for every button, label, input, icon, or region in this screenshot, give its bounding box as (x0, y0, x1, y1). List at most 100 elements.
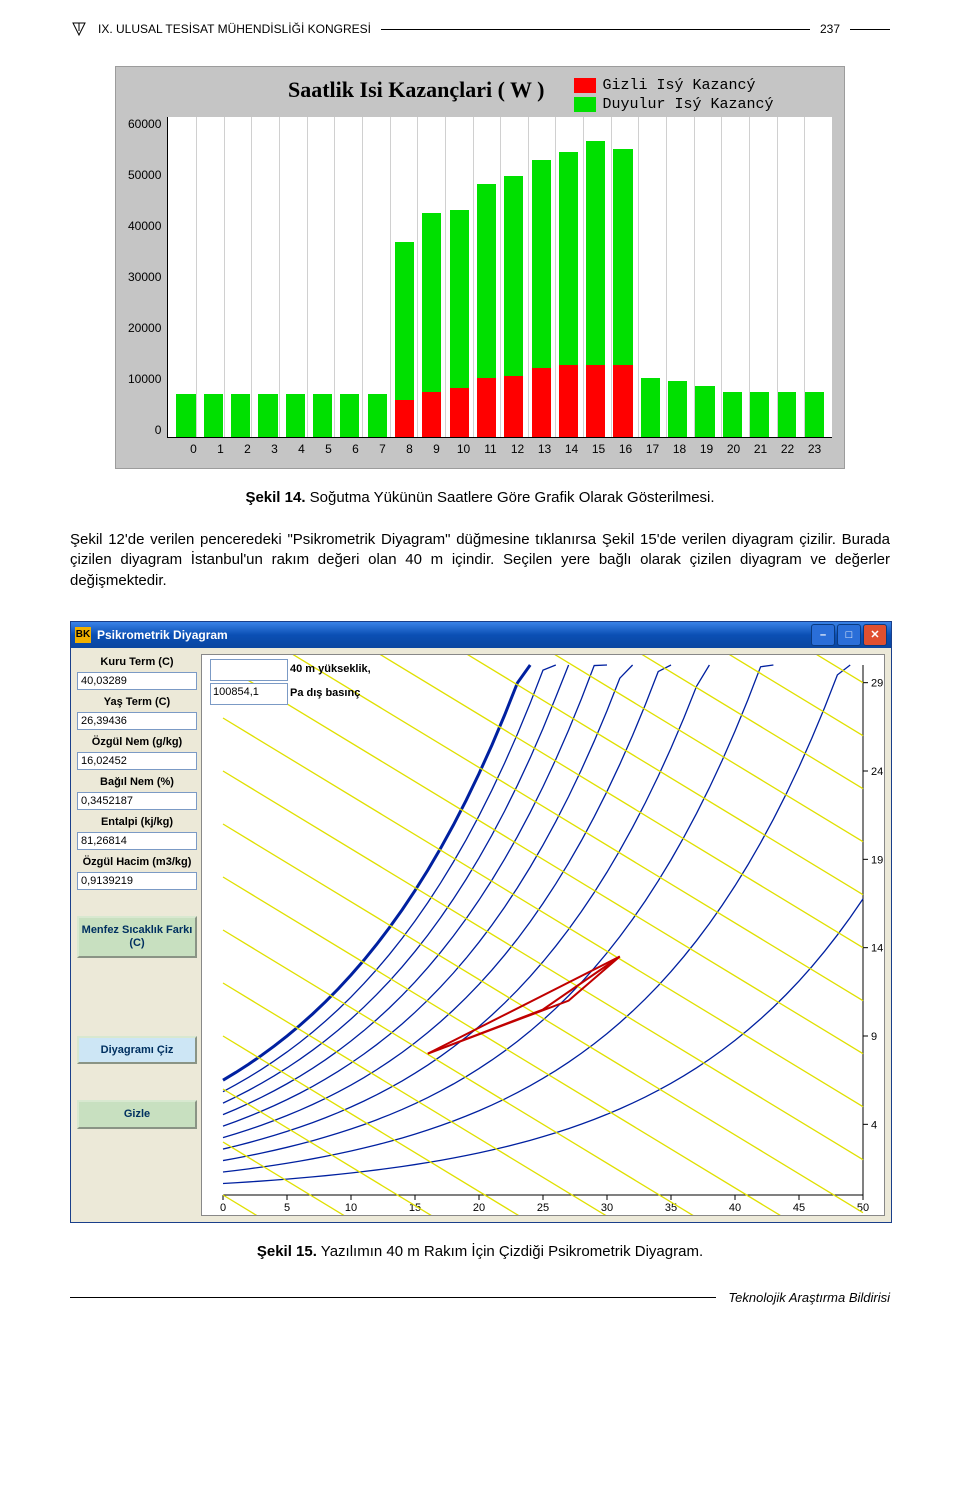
bar (527, 117, 554, 437)
pressure-label: Pa dış basınç (290, 687, 360, 699)
window-title: Psikrometrik Diyagram (97, 628, 228, 642)
app-icon: BK (75, 627, 91, 643)
x-tick: 11 (477, 442, 504, 456)
svg-text:35: 35 (665, 1202, 677, 1214)
x-tick: 16 (612, 442, 639, 456)
bar (364, 117, 391, 437)
elevation-box (210, 659, 288, 681)
field-value[interactable] (77, 872, 197, 890)
x-tick: 8 (396, 442, 423, 456)
x-tick: 22 (774, 442, 801, 456)
bar (282, 117, 309, 437)
psychrometric-chart[interactable]: 40 m yükseklik, 100854,1 Pa dış basınç 0… (201, 654, 885, 1216)
draw-button[interactable]: Diyagramı Çiz (77, 1036, 197, 1065)
x-tick: 2 (234, 442, 261, 456)
plot-area (167, 117, 832, 438)
chart-legend: Gizli Isý Kazancý Duyulur Isý Kazancý (574, 77, 773, 113)
svg-text:40: 40 (729, 1202, 741, 1214)
bar (473, 117, 500, 437)
maximize-button[interactable]: □ (837, 624, 861, 646)
page-footer: Teknolojik Araştırma Bildirisi (70, 1290, 890, 1305)
x-tick: 13 (531, 442, 558, 456)
x-tick: 18 (666, 442, 693, 456)
window-titlebar[interactable]: BK Psikrometrik Diyagram – □ ✕ (71, 622, 891, 648)
chart-title: Saatlik Isi Kazançlari ( W ) (288, 77, 544, 103)
menfez-button[interactable]: Menfez Sıcaklık Farkı (C) (77, 916, 197, 957)
sidebar: Kuru Term (C)Yaş Term (C)Özgül Nem (g/kg… (77, 654, 197, 1216)
svg-text:4: 4 (871, 1119, 877, 1131)
x-axis: 01234567891011121314151617181920212223 (176, 438, 832, 456)
field-label: Yaş Term (C) (77, 696, 197, 708)
field-value[interactable] (77, 672, 197, 690)
y-tick: 40000 (128, 219, 161, 233)
x-tick: 14 (558, 442, 585, 456)
svg-text:14: 14 (871, 942, 883, 954)
body-paragraph: Şekil 12'de verilen penceredeki "Psikrom… (70, 530, 890, 591)
x-tick: 0 (180, 442, 207, 456)
y-tick: 30000 (128, 270, 161, 284)
psy-svg: 051015202530354045504914192429 (202, 655, 884, 1215)
field-value[interactable] (77, 792, 197, 810)
x-tick: 10 (450, 442, 477, 456)
x-tick: 5 (315, 442, 342, 456)
elevation-label: 40 m yükseklik, (290, 663, 371, 675)
bar-chart-frame: Saatlik Isi Kazançlari ( W ) Gizli Isý K… (115, 66, 845, 469)
svg-text:10: 10 (345, 1202, 357, 1214)
field-value[interactable] (77, 712, 197, 730)
footer-rule (70, 1297, 716, 1298)
logo-icon (70, 20, 88, 38)
minimize-button[interactable]: – (811, 624, 835, 646)
y-tick: 0 (155, 423, 162, 437)
bar (391, 117, 418, 437)
bar (500, 117, 527, 437)
header-rule (381, 29, 810, 30)
x-tick: 23 (801, 442, 828, 456)
svg-text:29: 29 (871, 677, 883, 689)
svg-text:45: 45 (793, 1202, 805, 1214)
hide-button[interactable]: Gizle (77, 1100, 197, 1129)
footer-text: Teknolojik Araştırma Bildirisi (728, 1290, 890, 1305)
y-axis: 6000050000400003000020000100000 (128, 117, 167, 437)
svg-text:9: 9 (871, 1031, 877, 1043)
x-tick: 3 (261, 442, 288, 456)
legend-swatch (574, 97, 596, 112)
svg-text:25: 25 (537, 1202, 549, 1214)
x-tick: 20 (720, 442, 747, 456)
y-tick: 10000 (128, 372, 161, 386)
x-tick: 1 (207, 442, 234, 456)
page-number: 237 (820, 22, 840, 36)
svg-text:0: 0 (220, 1202, 226, 1214)
header-rule-right (850, 29, 890, 30)
svg-text:30: 30 (601, 1202, 613, 1214)
legend-item: Duyulur Isý Kazancý (574, 96, 773, 113)
field-label: Kuru Term (C) (77, 656, 197, 668)
bar (418, 117, 445, 437)
figure-14-caption: Şekil 14. Soğutma Yükünün Saatlere Göre … (70, 489, 890, 506)
bar (664, 117, 691, 437)
bar (227, 117, 254, 437)
pressure-box: 100854,1 (210, 683, 288, 705)
x-tick: 6 (342, 442, 369, 456)
x-tick: 21 (747, 442, 774, 456)
legend-swatch (574, 78, 596, 93)
y-tick: 60000 (128, 117, 161, 131)
caption-bold: Şekil 14. (245, 489, 305, 506)
svg-text:19: 19 (871, 854, 883, 866)
close-button[interactable]: ✕ (863, 624, 887, 646)
field-value[interactable] (77, 752, 197, 770)
header-title: IX. ULUSAL TESİSAT MÜHENDİSLİĞİ KONGRESİ (98, 22, 371, 36)
bar (609, 117, 636, 437)
bar (254, 117, 281, 437)
legend-item: Gizli Isý Kazancý (574, 77, 773, 94)
field-value[interactable] (77, 832, 197, 850)
bar (719, 117, 746, 437)
x-tick: 15 (585, 442, 612, 456)
field-label: Özgül Hacim (m3/kg) (77, 856, 197, 868)
caption-text: Soğutma Yükünün Saatlere Göre Grafik Ola… (305, 489, 714, 506)
bar (637, 117, 664, 437)
svg-text:20: 20 (473, 1202, 485, 1214)
caption-bold: Şekil 15. (257, 1243, 317, 1260)
bar (336, 117, 363, 437)
x-tick: 7 (369, 442, 396, 456)
caption-text: Yazılımın 40 m Rakım İçin Çizdiği Psikro… (317, 1243, 703, 1260)
